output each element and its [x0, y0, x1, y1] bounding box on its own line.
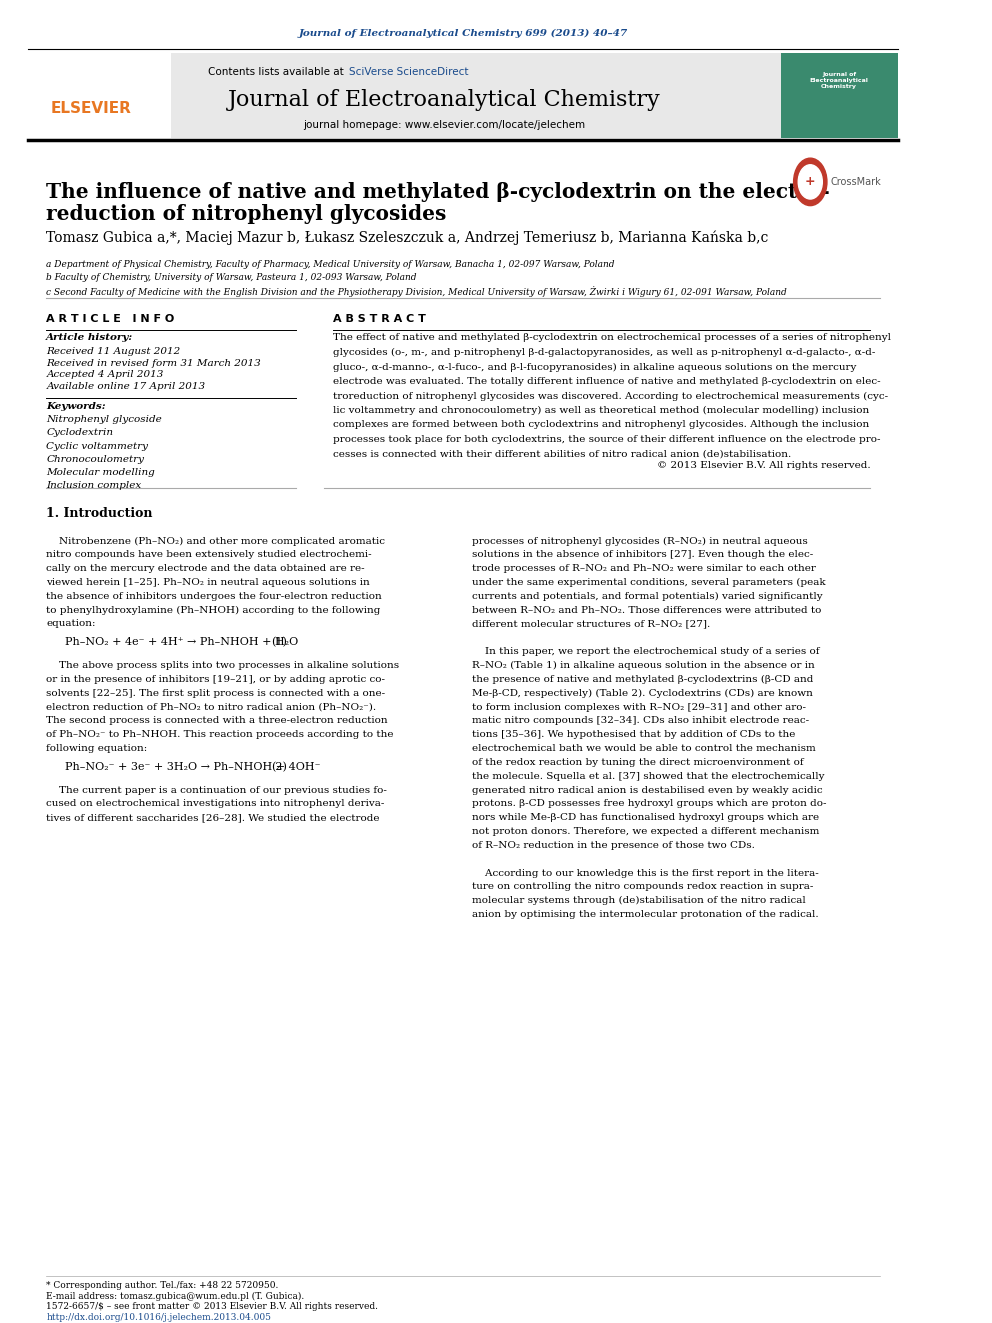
Text: ture on controlling the nitro compounds redox reaction in supra-: ture on controlling the nitro compounds …	[472, 882, 813, 892]
Text: complexes are formed between both cyclodextrins and nitrophenyl glycosides. Alth: complexes are formed between both cyclod…	[333, 421, 870, 430]
Text: The current paper is a continuation of our previous studies fo-: The current paper is a continuation of o…	[47, 786, 387, 795]
Text: Received in revised form 31 March 2013: Received in revised form 31 March 2013	[47, 359, 261, 368]
Text: cesses is connected with their different abilities of nitro radical anion (de)st: cesses is connected with their different…	[333, 450, 792, 459]
Text: Me-β-CD, respectively) (Table 2). Cyclodextrins (CDs) are known: Me-β-CD, respectively) (Table 2). Cyclod…	[472, 689, 813, 697]
Text: c Second Faculty of Medicine with the English Division and the Physiotherapy Div: c Second Faculty of Medicine with the En…	[47, 286, 787, 296]
Text: a Department of Physical Chemistry, Faculty of Pharmacy, Medical University of W: a Department of Physical Chemistry, Facu…	[47, 259, 615, 269]
Text: © 2013 Elsevier B.V. All rights reserved.: © 2013 Elsevier B.V. All rights reserved…	[657, 462, 870, 470]
Text: processes took place for both cyclodextrins, the source of their different influ: processes took place for both cyclodextr…	[333, 435, 881, 445]
Text: Article history:: Article history:	[47, 333, 134, 343]
Text: b Faculty of Chemistry, University of Warsaw, Pasteura 1, 02-093 Warsaw, Poland: b Faculty of Chemistry, University of Wa…	[47, 273, 417, 282]
Text: 1. Introduction: 1. Introduction	[47, 508, 153, 520]
Circle shape	[799, 165, 822, 198]
Text: tives of different saccharides [26–28]. We studied the electrode: tives of different saccharides [26–28]. …	[47, 814, 380, 823]
Text: under the same experimental conditions, several parameters (peak: under the same experimental conditions, …	[472, 578, 826, 587]
FancyBboxPatch shape	[28, 53, 898, 139]
Text: Journal of
Electroanalytical
Chemistry: Journal of Electroanalytical Chemistry	[809, 73, 868, 89]
Text: cally on the mercury electrode and the data obtained are re-: cally on the mercury electrode and the d…	[47, 564, 365, 573]
Text: Cyclic voltammetry: Cyclic voltammetry	[47, 442, 148, 451]
Text: Keywords:: Keywords:	[47, 402, 106, 411]
Text: trode processes of R–NO₂ and Ph–NO₂ were similar to each other: trode processes of R–NO₂ and Ph–NO₂ were…	[472, 564, 816, 573]
Text: According to our knowledge this is the first report in the litera-: According to our knowledge this is the f…	[472, 869, 819, 877]
Text: matic nitro compounds [32–34]. CDs also inhibit electrode reac-: matic nitro compounds [32–34]. CDs also …	[472, 716, 809, 725]
Text: the presence of native and methylated β-cyclodextrins (β-CD and: the presence of native and methylated β-…	[472, 675, 813, 684]
Text: CrossMark: CrossMark	[830, 177, 882, 187]
Text: The above process splits into two processes in alkaline solutions: The above process splits into two proces…	[47, 662, 400, 669]
Text: (2): (2)	[271, 762, 287, 773]
Text: The effect of native and methylated β-cyclodextrin on electrochemical processes : The effect of native and methylated β-cy…	[333, 333, 892, 343]
Text: equation:: equation:	[47, 619, 96, 628]
Text: molecular systems through (de)stabilisation of the nitro radical: molecular systems through (de)stabilisat…	[472, 896, 806, 905]
Text: Tomasz Gubica a,*, Maciej Mazur b, Łukasz Szeleszczuk a, Andrzej Temeriusz b, Ma: Tomasz Gubica a,*, Maciej Mazur b, Łukas…	[47, 230, 769, 245]
Text: E-mail address: tomasz.gubica@wum.edu.pl (T. Gubica).: E-mail address: tomasz.gubica@wum.edu.pl…	[47, 1291, 305, 1301]
Text: Inclusion complex: Inclusion complex	[47, 482, 142, 490]
Text: electrode was evaluated. The totally different influence of native and methylate: electrode was evaluated. The totally dif…	[333, 377, 881, 386]
Text: electrochemical bath we would be able to control the mechanism: electrochemical bath we would be able to…	[472, 744, 816, 753]
Text: Contents lists available at: Contents lists available at	[208, 67, 347, 78]
Text: R–NO₂ (Table 1) in alkaline aqueous solution in the absence or in: R–NO₂ (Table 1) in alkaline aqueous solu…	[472, 662, 815, 671]
Text: solvents [22–25]. The first split process is connected with a one-: solvents [22–25]. The first split proces…	[47, 689, 386, 697]
Text: glycosides (o-, m-, and p-nitrophenyl β-d-galactopyranosides, as well as p-nitro: glycosides (o-, m-, and p-nitrophenyl β-…	[333, 348, 876, 357]
FancyBboxPatch shape	[781, 53, 898, 139]
Text: The influence of native and methylated β-cyclodextrin on the electro-: The influence of native and methylated β…	[47, 181, 830, 202]
Text: between R–NO₂ and Ph–NO₂. Those differences were attributed to: between R–NO₂ and Ph–NO₂. Those differen…	[472, 606, 821, 615]
Text: SciVerse ScienceDirect: SciVerse ScienceDirect	[349, 67, 468, 78]
Text: viewed herein [1–25]. Ph–NO₂ in neutral aqueous solutions in: viewed herein [1–25]. Ph–NO₂ in neutral …	[47, 578, 370, 587]
Text: Available online 17 April 2013: Available online 17 April 2013	[47, 382, 205, 392]
Text: following equation:: following equation:	[47, 744, 148, 753]
Text: The second process is connected with a three-electron reduction: The second process is connected with a t…	[47, 716, 388, 725]
Text: Molecular modelling: Molecular modelling	[47, 468, 155, 476]
Text: Ph–NO₂⁻ + 3e⁻ + 3H₂O → Ph–NHOH + 4OH⁻: Ph–NO₂⁻ + 3e⁻ + 3H₂O → Ph–NHOH + 4OH⁻	[64, 762, 320, 771]
Text: Chronocoulometry: Chronocoulometry	[47, 455, 144, 464]
Text: Nitrobenzene (Ph–NO₂) and other more complicated aromatic: Nitrobenzene (Ph–NO₂) and other more com…	[47, 536, 385, 545]
Text: the absence of inhibitors undergoes the four-electron reduction: the absence of inhibitors undergoes the …	[47, 591, 382, 601]
Text: reduction of nitrophenyl glycosides: reduction of nitrophenyl glycosides	[47, 204, 446, 225]
Text: Journal of Electroanalytical Chemistry: Journal of Electroanalytical Chemistry	[228, 89, 661, 111]
Text: solutions in the absence of inhibitors [27]. Even though the elec-: solutions in the absence of inhibitors […	[472, 550, 813, 560]
Text: not proton donors. Therefore, we expected a different mechanism: not proton donors. Therefore, we expecte…	[472, 827, 819, 836]
Text: generated nitro radical anion is destabilised even by weakly acidic: generated nitro radical anion is destabi…	[472, 786, 823, 795]
Text: +: +	[805, 176, 815, 188]
Text: Ph–NO₂ + 4e⁻ + 4H⁺ → Ph–NHOH + H₂O: Ph–NO₂ + 4e⁻ + 4H⁺ → Ph–NHOH + H₂O	[64, 638, 298, 647]
Text: gluco-, α-d-manno-, α-l-fuco-, and β-l-fucopyranosides) in alkaline aqueous solu: gluco-, α-d-manno-, α-l-fuco-, and β-l-f…	[333, 363, 857, 372]
Text: nors while Me-β-CD has functionalised hydroxyl groups which are: nors while Me-β-CD has functionalised hy…	[472, 814, 819, 823]
Text: protons. β-CD possesses free hydroxyl groups which are proton do-: protons. β-CD possesses free hydroxyl gr…	[472, 799, 826, 808]
FancyBboxPatch shape	[28, 53, 172, 139]
Text: anion by optimising the intermolecular protonation of the radical.: anion by optimising the intermolecular p…	[472, 910, 819, 919]
Text: http://dx.doi.org/10.1016/j.jelechem.2013.04.005: http://dx.doi.org/10.1016/j.jelechem.201…	[47, 1312, 271, 1322]
Text: 1572-6657/$ – see front matter © 2013 Elsevier B.V. All rights reserved.: 1572-6657/$ – see front matter © 2013 El…	[47, 1302, 378, 1311]
Text: currents and potentials, and formal potentials) varied significantly: currents and potentials, and formal pote…	[472, 591, 823, 601]
Text: different molecular structures of R–NO₂ [27].: different molecular structures of R–NO₂ …	[472, 619, 710, 628]
Text: Cyclodextrin: Cyclodextrin	[47, 429, 113, 438]
Text: tions [35–36]. We hypothesised that by addition of CDs to the: tions [35–36]. We hypothesised that by a…	[472, 730, 796, 740]
Text: * Corresponding author. Tel./fax: +48 22 5720950.: * Corresponding author. Tel./fax: +48 22…	[47, 1281, 279, 1290]
Text: nitro compounds have been extensively studied electrochemi-: nitro compounds have been extensively st…	[47, 550, 372, 560]
Text: (1): (1)	[271, 638, 287, 647]
Text: of R–NO₂ reduction in the presence of those two CDs.: of R–NO₂ reduction in the presence of th…	[472, 841, 755, 849]
Text: Journal of Electroanalytical Chemistry 699 (2013) 40–47: Journal of Electroanalytical Chemistry 6…	[299, 29, 628, 38]
Text: processes of nitrophenyl glycosides (R–NO₂) in neutral aqueous: processes of nitrophenyl glycosides (R–N…	[472, 536, 808, 545]
Text: In this paper, we report the electrochemical study of a series of: In this paper, we report the electrochem…	[472, 647, 819, 656]
Text: Received 11 August 2012: Received 11 August 2012	[47, 347, 181, 356]
Text: Accepted 4 April 2013: Accepted 4 April 2013	[47, 370, 164, 380]
Text: journal homepage: www.elsevier.com/locate/jelechem: journal homepage: www.elsevier.com/locat…	[304, 120, 585, 130]
Text: cused on electrochemical investigations into nitrophenyl deriva-: cused on electrochemical investigations …	[47, 799, 385, 808]
Text: A R T I C L E   I N F O: A R T I C L E I N F O	[47, 314, 175, 324]
Text: of the redox reaction by tuning the direct microenvironment of: of the redox reaction by tuning the dire…	[472, 758, 804, 767]
Circle shape	[794, 159, 827, 205]
Text: or in the presence of inhibitors [19–21], or by adding aprotic co-: or in the presence of inhibitors [19–21]…	[47, 675, 385, 684]
Text: A B S T R A C T: A B S T R A C T	[333, 314, 427, 324]
Text: of Ph–NO₂⁻ to Ph–NHOH. This reaction proceeds according to the: of Ph–NO₂⁻ to Ph–NHOH. This reaction pro…	[47, 730, 394, 740]
Text: electron reduction of Ph–NO₂ to nitro radical anion (Ph–NO₂⁻).: electron reduction of Ph–NO₂ to nitro ra…	[47, 703, 376, 712]
Text: troreduction of nitrophenyl glycosides was discovered. According to electrochemi: troreduction of nitrophenyl glycosides w…	[333, 392, 889, 401]
Text: the molecule. Squella et al. [37] showed that the electrochemically: the molecule. Squella et al. [37] showed…	[472, 771, 824, 781]
Text: Nitrophenyl glycoside: Nitrophenyl glycoside	[47, 415, 162, 425]
Text: to form inclusion complexes with R–NO₂ [29–31] and other aro-: to form inclusion complexes with R–NO₂ […	[472, 703, 806, 712]
Text: to phenylhydroxylamine (Ph–NHOH) according to the following: to phenylhydroxylamine (Ph–NHOH) accordi…	[47, 606, 381, 615]
Text: ELSEVIER: ELSEVIER	[51, 101, 132, 115]
Text: lic voltammetry and chronocoulometry) as well as theoretical method (molecular m: lic voltammetry and chronocoulometry) as…	[333, 406, 870, 415]
